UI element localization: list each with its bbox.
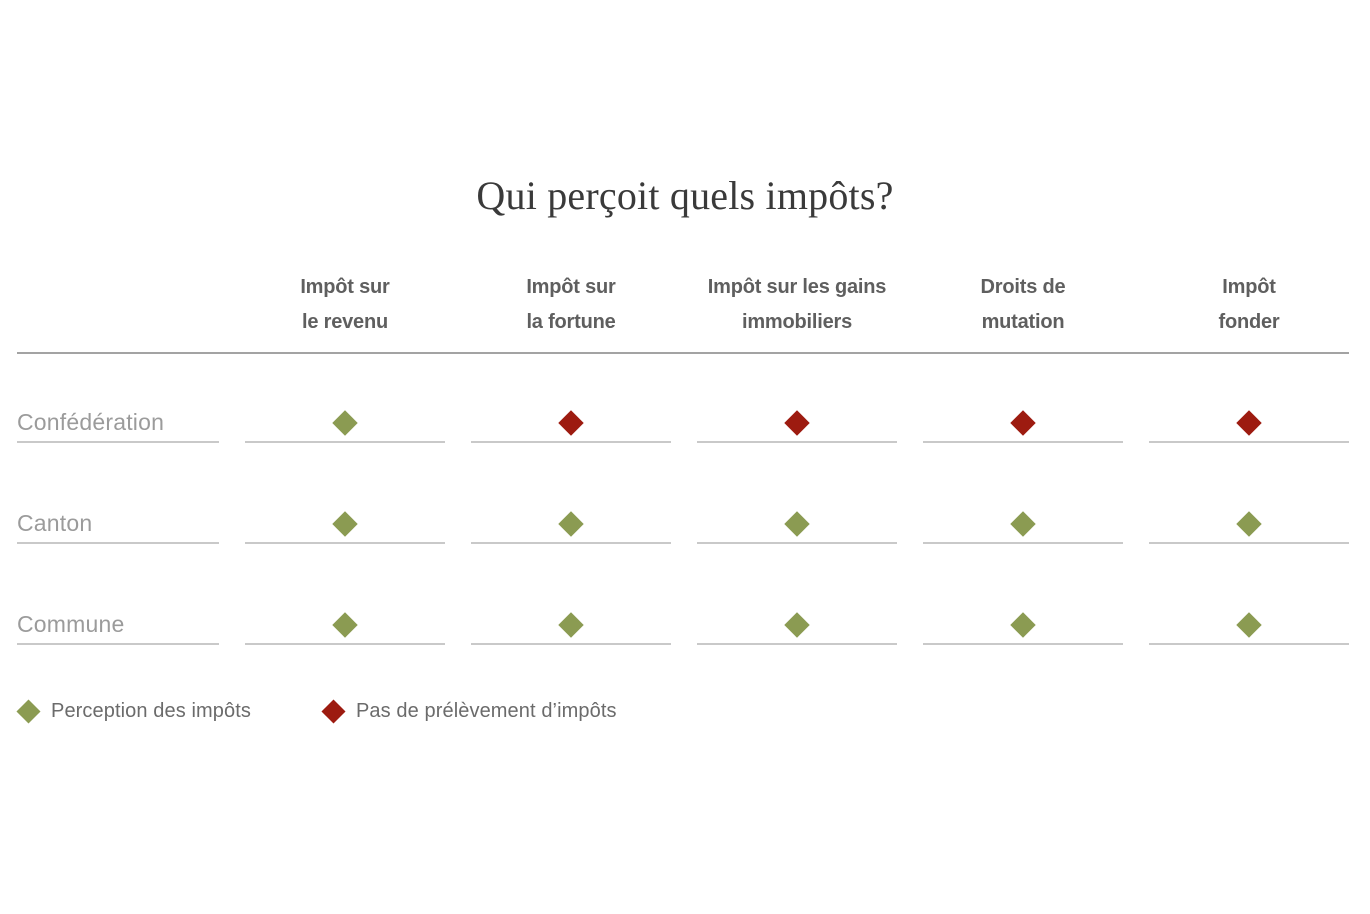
column-header-line: Impôt	[1222, 276, 1276, 298]
table-cell	[245, 354, 445, 443]
legend-item-perception: Perception des impôts	[16, 699, 251, 724]
legend-item-pas-de-prelevement: Pas de prélèvement d’impôts	[321, 699, 617, 724]
diamond-icon	[332, 410, 358, 436]
column-header-line: mutation	[981, 311, 1065, 333]
column-header-impot-fortune: Impôt sur la fortune	[471, 270, 671, 340]
diamond-icon	[1010, 612, 1036, 638]
row-label: Canton	[17, 443, 219, 544]
table-cell	[471, 443, 671, 544]
table-cell	[1149, 443, 1349, 544]
column-header-droits-mutation: Droits de mutation	[923, 270, 1123, 340]
diamond-icon	[558, 612, 584, 638]
legend: Perception des impôts Pas de prélèvement…	[16, 699, 617, 724]
red-diamond-icon	[321, 699, 346, 724]
diamond-icon	[1236, 612, 1262, 638]
table-row-commune: Commune	[17, 544, 1349, 645]
table-cell	[471, 354, 671, 443]
header-separator	[17, 352, 1349, 354]
diamond-icon	[784, 410, 810, 436]
green-diamond-icon	[16, 699, 41, 724]
diamond-icon	[558, 410, 584, 436]
column-header-line: la fortune	[526, 311, 616, 333]
diamond-icon	[1236, 511, 1262, 537]
table-row-confederation: Confédération	[17, 354, 1349, 443]
row-label: Confédération	[17, 354, 219, 443]
table-cell	[697, 544, 897, 645]
table-cell	[697, 443, 897, 544]
page-title: Qui perçoit quels impôts?	[476, 173, 894, 218]
table-row-canton: Canton	[17, 443, 1349, 544]
table-cell	[1149, 544, 1349, 645]
table-cell	[923, 354, 1123, 443]
table-cell	[923, 544, 1123, 645]
row-label: Commune	[17, 544, 219, 645]
tax-matrix-table: Impôt sur le revenu Impôt sur la fortune…	[17, 255, 1349, 645]
legend-label: Perception des impôts	[51, 700, 251, 722]
table-cell	[471, 544, 671, 645]
column-header-line: immobiliers	[741, 311, 853, 333]
column-header-line: Impôt sur	[526, 276, 616, 298]
legend-label: Pas de prélèvement d’impôts	[355, 700, 617, 722]
table-cell	[245, 443, 445, 544]
diamond-icon	[332, 612, 358, 638]
column-header-gains-immobiliers: Impôt sur les gains immobiliers	[697, 270, 897, 340]
diamond-icon	[1010, 410, 1036, 436]
column-header-impot-fonder: Impôt fonder	[1149, 270, 1349, 340]
diamond-icon	[1010, 511, 1036, 537]
column-header-row: Impôt sur le revenu Impôt sur la fortune…	[17, 255, 1349, 352]
table-cell	[245, 544, 445, 645]
diamond-icon	[784, 612, 810, 638]
table-cell	[923, 443, 1123, 544]
diamond-icon	[558, 511, 584, 537]
diamond-icon	[332, 511, 358, 537]
column-header-impot-revenu: Impôt sur le revenu	[245, 270, 445, 340]
column-header-line: Impôt sur	[300, 276, 390, 298]
diamond-icon	[1236, 410, 1262, 436]
column-header-line: Impôt sur les gains	[707, 276, 887, 298]
table-cell	[1149, 354, 1349, 443]
column-header-line: fonder	[1218, 311, 1280, 333]
column-header-line: Droits de	[980, 276, 1066, 298]
column-header-line: le revenu	[301, 311, 389, 333]
table-cell	[697, 354, 897, 443]
diamond-icon	[784, 511, 810, 537]
